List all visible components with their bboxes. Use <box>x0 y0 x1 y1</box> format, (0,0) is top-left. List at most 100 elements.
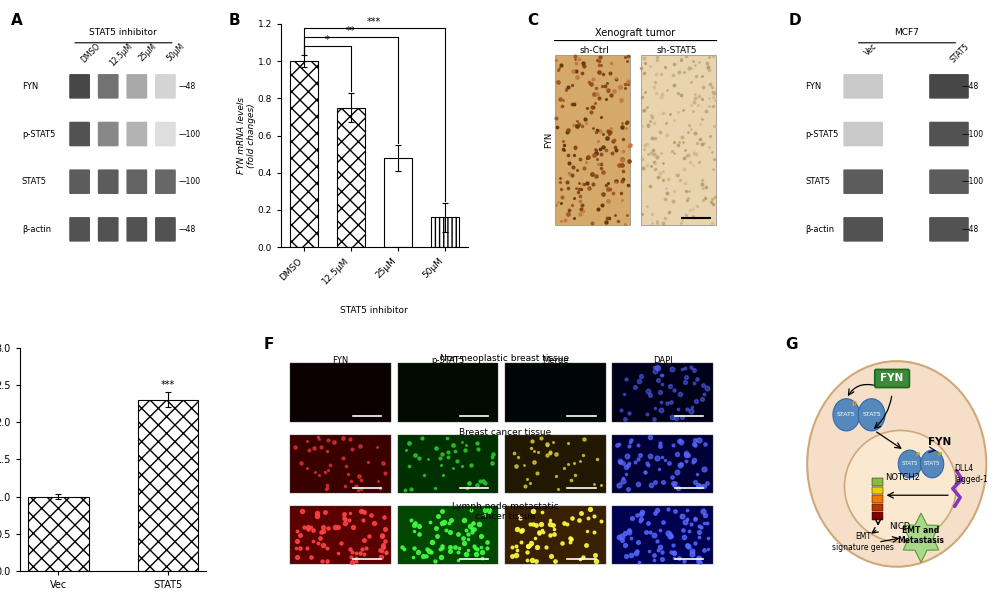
Text: —48: —48 <box>961 225 978 234</box>
Text: DLL4: DLL4 <box>953 464 973 473</box>
Text: Breast cancer tissue: Breast cancer tissue <box>458 428 551 437</box>
Bar <box>137 400 198 571</box>
FancyBboxPatch shape <box>505 435 605 493</box>
Y-axis label: FYN mRNA levels
(fold changes): FYN mRNA levels (fold changes) <box>237 97 256 174</box>
Circle shape <box>832 399 859 431</box>
Text: Xenograft tumor: Xenograft tumor <box>594 29 675 38</box>
FancyBboxPatch shape <box>290 364 391 421</box>
FancyBboxPatch shape <box>611 364 713 421</box>
Text: NOTCH2: NOTCH2 <box>885 473 919 482</box>
FancyBboxPatch shape <box>505 364 605 421</box>
Text: ***: *** <box>367 17 381 27</box>
FancyBboxPatch shape <box>843 74 882 99</box>
Bar <box>872 487 882 494</box>
Text: G: G <box>784 337 796 352</box>
Text: STAT5: STAT5 <box>948 42 970 64</box>
Text: —100: —100 <box>961 130 983 139</box>
Text: STAT5 inhibitor: STAT5 inhibitor <box>88 29 156 37</box>
Text: Non-neoplastic breast tissue: Non-neoplastic breast tissue <box>440 355 569 364</box>
FancyBboxPatch shape <box>97 217 118 242</box>
FancyBboxPatch shape <box>97 122 118 146</box>
Polygon shape <box>903 513 937 562</box>
FancyBboxPatch shape <box>843 217 882 242</box>
Text: EMT
signature genes: EMT signature genes <box>831 533 894 552</box>
Text: FYN: FYN <box>804 82 821 91</box>
Text: Vec: Vec <box>863 42 878 58</box>
Text: STAT5: STAT5 <box>804 177 830 186</box>
Text: —100: —100 <box>178 177 201 186</box>
Text: p: p <box>914 451 918 456</box>
Text: FYN: FYN <box>332 356 348 365</box>
FancyBboxPatch shape <box>155 122 176 146</box>
Circle shape <box>898 450 920 478</box>
Text: NICD: NICD <box>889 522 910 531</box>
FancyBboxPatch shape <box>97 74 118 99</box>
FancyBboxPatch shape <box>290 435 391 493</box>
Text: **: ** <box>346 26 355 36</box>
Bar <box>29 497 88 571</box>
Text: —48: —48 <box>178 225 196 234</box>
Text: B: B <box>229 12 241 27</box>
Circle shape <box>919 450 942 478</box>
Text: DAPI: DAPI <box>652 356 672 365</box>
FancyBboxPatch shape <box>928 170 968 194</box>
FancyBboxPatch shape <box>70 217 89 242</box>
Text: sh-Ctrl: sh-Ctrl <box>579 46 609 55</box>
Text: p-STAT5: p-STAT5 <box>804 130 838 139</box>
Text: EMT and
Metastasis: EMT and Metastasis <box>897 526 943 545</box>
FancyBboxPatch shape <box>155 217 176 242</box>
Text: 25μM: 25μM <box>136 42 158 63</box>
FancyBboxPatch shape <box>398 364 498 421</box>
FancyBboxPatch shape <box>126 170 147 194</box>
FancyBboxPatch shape <box>640 55 715 225</box>
Text: —100: —100 <box>961 177 983 186</box>
FancyBboxPatch shape <box>874 369 909 387</box>
Bar <box>336 108 365 248</box>
Text: p: p <box>851 399 856 406</box>
FancyBboxPatch shape <box>290 506 391 565</box>
Text: A: A <box>11 12 22 27</box>
Text: 50μM: 50μM <box>165 42 187 63</box>
Text: —100: —100 <box>178 130 201 139</box>
Text: D: D <box>788 12 800 27</box>
Text: p-STAT5: p-STAT5 <box>430 356 464 365</box>
Text: STAT5: STAT5 <box>22 177 47 186</box>
Text: FYN: FYN <box>927 437 950 447</box>
FancyBboxPatch shape <box>611 506 713 565</box>
Bar <box>384 158 412 248</box>
Text: β-actin: β-actin <box>804 225 834 234</box>
Text: Lymph node metastatic
cancer tissue: Lymph node metastatic cancer tissue <box>451 502 558 521</box>
FancyBboxPatch shape <box>70 122 89 146</box>
Text: STAT5: STAT5 <box>901 462 917 466</box>
Text: p-STAT5: p-STAT5 <box>22 130 55 139</box>
Text: Merge: Merge <box>542 356 568 365</box>
Text: DMSO: DMSO <box>80 42 102 64</box>
FancyBboxPatch shape <box>611 435 713 493</box>
FancyBboxPatch shape <box>843 170 882 194</box>
Text: STAT5: STAT5 <box>862 412 880 417</box>
FancyBboxPatch shape <box>928 217 968 242</box>
Text: p: p <box>936 451 941 456</box>
FancyBboxPatch shape <box>398 435 498 493</box>
Text: FYN: FYN <box>544 132 553 148</box>
FancyBboxPatch shape <box>398 506 498 565</box>
Bar <box>872 495 882 503</box>
Text: FYN: FYN <box>880 374 903 383</box>
Bar <box>872 503 882 511</box>
Text: —48: —48 <box>961 82 978 91</box>
Text: sh-STAT5: sh-STAT5 <box>656 46 696 55</box>
FancyBboxPatch shape <box>505 506 605 565</box>
FancyBboxPatch shape <box>97 170 118 194</box>
FancyBboxPatch shape <box>126 217 147 242</box>
FancyBboxPatch shape <box>843 122 882 146</box>
Text: STAT5: STAT5 <box>923 462 939 466</box>
Text: STAT5: STAT5 <box>836 412 855 417</box>
Text: —48: —48 <box>178 82 196 91</box>
Text: Jagged-1: Jagged-1 <box>953 475 987 484</box>
Ellipse shape <box>806 361 985 566</box>
FancyBboxPatch shape <box>928 122 968 146</box>
FancyBboxPatch shape <box>70 74 89 99</box>
Text: MCF7: MCF7 <box>893 29 917 37</box>
FancyBboxPatch shape <box>155 170 176 194</box>
FancyBboxPatch shape <box>155 74 176 99</box>
